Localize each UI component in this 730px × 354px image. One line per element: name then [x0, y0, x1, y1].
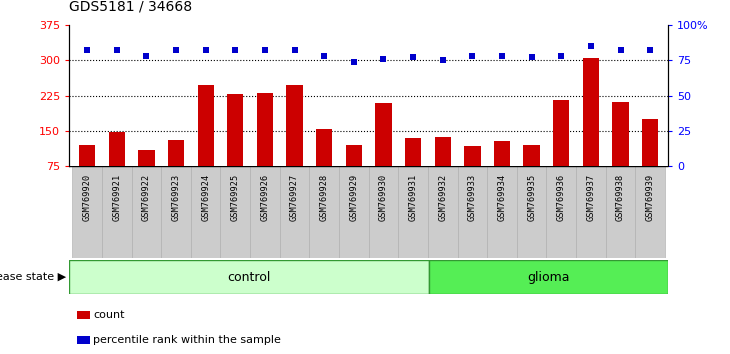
Bar — [576, 166, 606, 258]
Bar — [286, 85, 303, 202]
Bar — [517, 166, 547, 258]
Bar — [642, 119, 658, 202]
Point — [645, 47, 656, 53]
Text: GSM769926: GSM769926 — [261, 174, 269, 221]
Text: GSM769928: GSM769928 — [320, 174, 328, 221]
Text: GSM769937: GSM769937 — [586, 174, 596, 221]
Text: GSM769921: GSM769921 — [112, 174, 121, 221]
Bar — [375, 103, 391, 202]
Text: GDS5181 / 34668: GDS5181 / 34668 — [69, 0, 193, 14]
Bar — [523, 145, 539, 202]
Bar — [109, 132, 125, 202]
Bar — [69, 260, 429, 294]
Text: count: count — [93, 310, 125, 320]
Point — [141, 53, 153, 59]
Bar — [280, 166, 310, 258]
Text: GSM769939: GSM769939 — [645, 174, 655, 221]
Bar — [310, 166, 339, 258]
Point — [377, 56, 389, 62]
Text: GSM769930: GSM769930 — [379, 174, 388, 221]
Bar — [464, 146, 480, 202]
Point — [348, 59, 360, 64]
Bar — [553, 100, 569, 202]
Point — [200, 47, 212, 53]
Bar — [138, 150, 155, 202]
Bar — [429, 260, 668, 294]
Bar — [428, 166, 458, 258]
Point — [81, 47, 93, 53]
Bar — [220, 166, 250, 258]
Point — [585, 43, 596, 49]
Bar — [458, 166, 487, 258]
Bar — [168, 141, 184, 202]
Text: disease state ▶: disease state ▶ — [0, 272, 66, 282]
Bar — [191, 166, 220, 258]
Point — [289, 47, 301, 53]
Bar — [198, 85, 214, 202]
Bar — [547, 166, 576, 258]
Bar — [79, 145, 96, 202]
Point — [111, 47, 123, 53]
Text: GSM769929: GSM769929 — [350, 174, 358, 221]
Text: percentile rank within the sample: percentile rank within the sample — [93, 335, 281, 345]
Text: GSM769924: GSM769924 — [201, 174, 210, 221]
Point — [407, 55, 419, 60]
Bar — [227, 94, 243, 202]
Bar — [102, 166, 131, 258]
Bar — [339, 166, 369, 258]
Point — [466, 53, 478, 59]
Text: GSM769932: GSM769932 — [438, 174, 447, 221]
Bar — [369, 166, 399, 258]
Text: control: control — [227, 270, 271, 284]
Text: GSM769923: GSM769923 — [172, 174, 180, 221]
Bar — [72, 166, 102, 258]
Text: GSM769936: GSM769936 — [557, 174, 566, 221]
Point — [615, 47, 626, 53]
Bar — [257, 93, 273, 202]
Bar — [612, 102, 629, 202]
Bar — [487, 166, 517, 258]
Bar — [606, 166, 635, 258]
Text: GSM769935: GSM769935 — [527, 174, 536, 221]
Point — [526, 55, 537, 60]
Bar — [399, 166, 428, 258]
Point — [437, 57, 448, 63]
Text: GSM769934: GSM769934 — [498, 174, 507, 221]
Bar — [405, 138, 421, 202]
Text: GSM769938: GSM769938 — [616, 174, 625, 221]
Text: GSM769920: GSM769920 — [82, 174, 92, 221]
Point — [556, 53, 567, 59]
Bar — [316, 129, 332, 202]
Bar — [583, 58, 599, 202]
Text: GSM769933: GSM769933 — [468, 174, 477, 221]
Bar — [161, 166, 191, 258]
Bar — [635, 166, 665, 258]
Point — [496, 53, 508, 59]
Point — [229, 47, 241, 53]
Point — [170, 47, 182, 53]
Text: GSM769931: GSM769931 — [409, 174, 418, 221]
Bar — [494, 141, 510, 202]
Bar — [131, 166, 161, 258]
Text: GSM769927: GSM769927 — [290, 174, 299, 221]
Point — [259, 47, 271, 53]
Bar — [346, 145, 362, 202]
Bar — [250, 166, 280, 258]
Text: GSM769925: GSM769925 — [231, 174, 239, 221]
Bar — [434, 137, 451, 202]
Text: GSM769922: GSM769922 — [142, 174, 151, 221]
Text: glioma: glioma — [527, 270, 569, 284]
Point — [318, 53, 330, 59]
